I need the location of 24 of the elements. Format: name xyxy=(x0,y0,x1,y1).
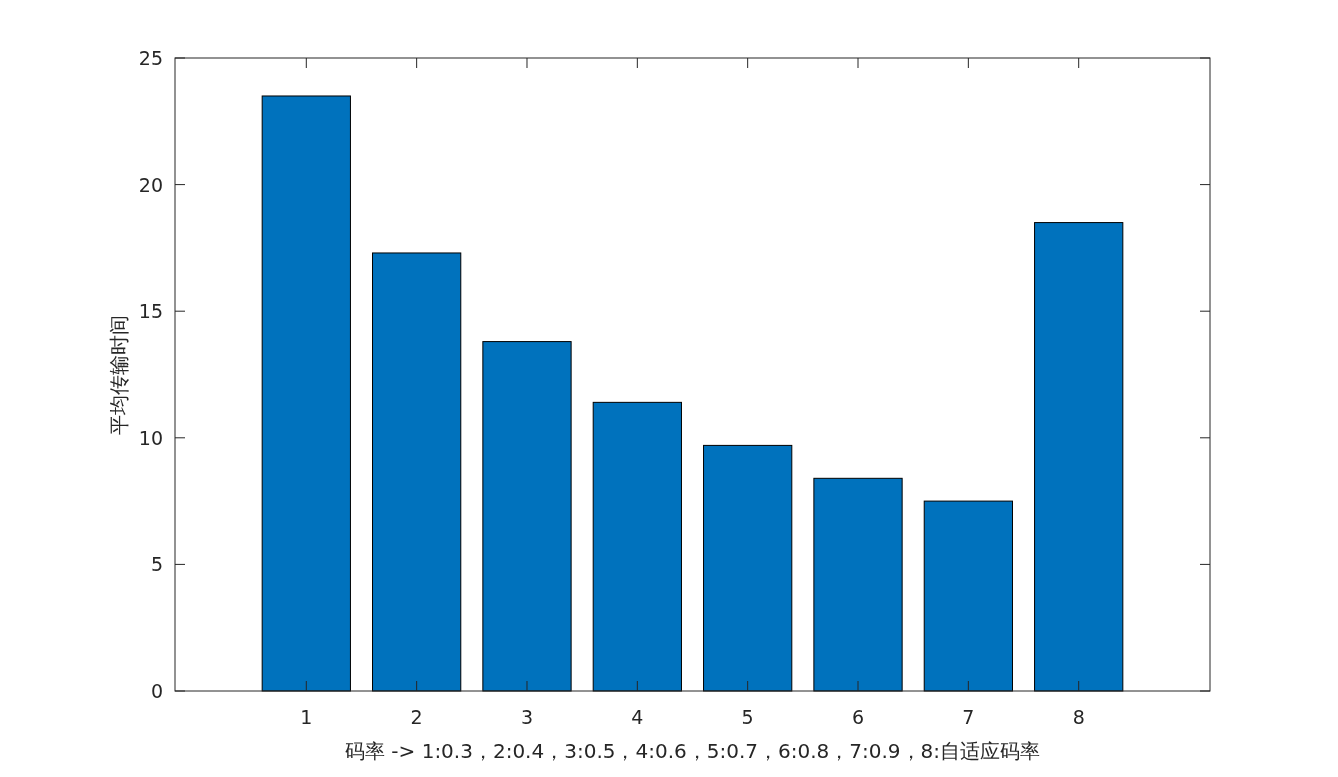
x-tick-label: 8 xyxy=(1072,706,1085,728)
y-tick-label: 15 xyxy=(138,300,163,323)
x-tick-label: 2 xyxy=(410,706,423,728)
x-tick-label: 5 xyxy=(741,706,754,728)
bar xyxy=(482,341,572,692)
x-axis-title: 码率 -> 1:0.3，2:0.4，3:0.5，4:0.6，5:0.7，6:0.8，7:0.9，8:自适应码率 xyxy=(344,739,1041,763)
bar xyxy=(261,95,351,692)
y-tick-label: 0 xyxy=(150,680,163,702)
x-tick-label: 6 xyxy=(851,706,865,728)
y-tick-label: 5 xyxy=(150,553,163,576)
bar xyxy=(372,252,462,692)
y-axis-title: 平均传输时间 xyxy=(107,314,131,435)
y-tick-label: 25 xyxy=(138,47,163,69)
bar xyxy=(923,500,1013,692)
x-tick-label: 3 xyxy=(520,706,534,728)
bar xyxy=(592,401,682,692)
x-tick-label: 4 xyxy=(631,706,644,728)
bar xyxy=(1034,222,1124,692)
y-tick-label: 20 xyxy=(138,173,163,196)
bar xyxy=(703,444,793,692)
y-tick-label: 10 xyxy=(138,426,163,449)
x-tick-label: 7 xyxy=(962,706,975,728)
bar xyxy=(813,477,903,692)
x-tick-label: 1 xyxy=(300,706,313,728)
